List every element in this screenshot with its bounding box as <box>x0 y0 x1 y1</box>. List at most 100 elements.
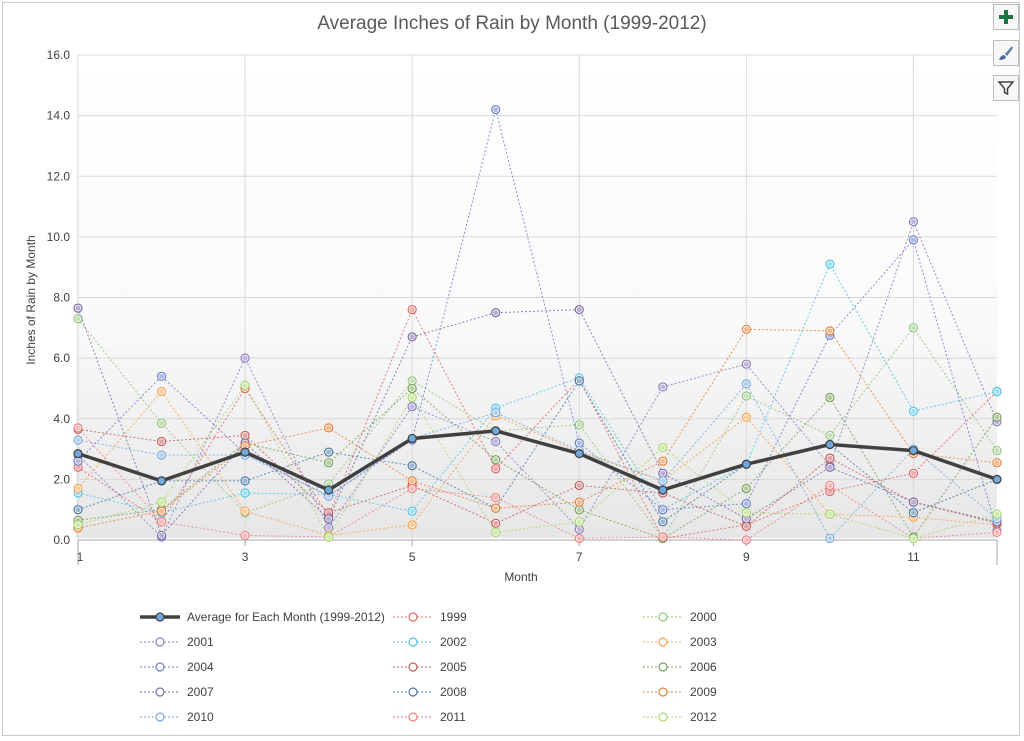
y-tick-label: 8.0 <box>53 291 70 305</box>
series-line <box>77 384 998 539</box>
series-line <box>77 390 998 536</box>
data-point-fill <box>409 307 415 313</box>
data-point-fill <box>743 393 749 399</box>
data-point-fill <box>576 440 582 446</box>
data-point-fill <box>743 361 749 367</box>
data-point-fill <box>409 485 415 492</box>
legend-swatch-marker <box>155 612 165 622</box>
data-point-fill <box>158 388 165 395</box>
legend-swatch-marker <box>408 612 418 622</box>
x-axis-ticks: 1 3 5 7 9 11 <box>77 550 920 564</box>
data-point-fill <box>827 535 833 542</box>
data-point-fill <box>743 414 749 420</box>
legend-swatch-marker <box>155 712 165 722</box>
legend-item: 2000 <box>643 610 717 624</box>
data-point-fill <box>75 485 81 492</box>
data-point-fill <box>326 425 332 431</box>
plot-area <box>76 53 997 538</box>
data-point-fill <box>242 432 248 439</box>
data-point-fill <box>827 488 833 495</box>
data-point-fill <box>409 463 415 469</box>
data-point-fill <box>660 519 666 525</box>
data-point-fill <box>493 438 499 445</box>
data-point-fill <box>576 519 582 525</box>
legend-swatch-marker <box>155 637 165 647</box>
legend-item: 2009 <box>643 685 717 699</box>
add-chart-element-button[interactable] <box>993 4 1019 30</box>
y-tick-label: 2.0 <box>53 472 70 486</box>
data-point-fill <box>158 452 165 458</box>
legend-label: 2012 <box>690 710 717 724</box>
data-point-fill <box>576 422 582 428</box>
series-average <box>73 426 1002 495</box>
legend-label: 2011 <box>440 710 466 724</box>
legend-item: 2008 <box>393 685 467 699</box>
data-point-fill <box>493 106 499 113</box>
data-point-fill <box>326 525 332 531</box>
series-line <box>77 427 998 541</box>
y-tick-label: 4.0 <box>53 412 70 426</box>
legend-label: 2008 <box>440 685 467 699</box>
data-point-fill <box>75 316 81 322</box>
x-tick-label: 7 <box>576 550 583 564</box>
data-point <box>407 433 417 444</box>
data-point-fill <box>660 534 666 540</box>
legend-item: 2012 <box>643 710 717 724</box>
series-line <box>77 380 998 523</box>
data-point-fill <box>409 334 415 340</box>
legend-item: 2011 <box>393 710 466 724</box>
legend-item: 2003 <box>643 635 717 649</box>
x-tick-label: 9 <box>743 550 750 564</box>
data-point-fill <box>242 382 248 389</box>
data-point-fill <box>158 420 165 426</box>
data-point-fill <box>493 505 499 511</box>
data-point-fill <box>743 516 749 522</box>
data-point-fill <box>493 410 499 416</box>
paintbrush-icon <box>999 46 1013 60</box>
legend-label: 2007 <box>187 685 214 699</box>
legend-swatch-marker <box>658 612 668 622</box>
legend-label: 2009 <box>690 685 717 699</box>
data-point-fill <box>910 237 917 243</box>
legend-label: 2005 <box>440 660 467 674</box>
data-point-fill <box>158 438 165 445</box>
data-point-fill <box>326 460 332 466</box>
data-point-fill <box>158 519 165 525</box>
data-point-fill <box>660 470 666 476</box>
funnel-icon <box>997 81 1015 96</box>
chart-title: Average Inches of Rain by Month (1999-20… <box>317 13 706 34</box>
legend-swatch-marker <box>658 712 668 722</box>
y-tick-label: 14.0 <box>47 109 71 123</box>
data-point-fill <box>493 466 499 472</box>
legend-label: 2003 <box>690 635 717 649</box>
data-point <box>156 476 167 486</box>
chart-filters-button[interactable] <box>993 75 1019 101</box>
y-tick-label: 12.0 <box>47 169 71 183</box>
legend-swatch-marker <box>658 637 668 647</box>
data-point-fill <box>910 535 917 542</box>
chart-styles-button[interactable] <box>993 40 1019 66</box>
data-point-fill <box>660 458 666 464</box>
series-line <box>77 309 998 539</box>
legend-label: 2002 <box>440 635 467 649</box>
legend-label: 2004 <box>187 660 214 674</box>
data-point-fill <box>576 307 582 313</box>
data-point-fill <box>576 535 582 542</box>
data-point-fill <box>994 460 1000 466</box>
data-point <box>658 485 668 495</box>
data-point-fill <box>326 493 332 499</box>
data-point-fill <box>242 355 248 361</box>
y-tick-label: 16.0 <box>47 48 71 62</box>
data-point-fill <box>743 537 749 543</box>
data-point-fill <box>576 499 582 505</box>
data-point-fill <box>75 458 81 464</box>
legend-item: 2005 <box>393 660 467 674</box>
legend-label: Average for Each Month (1999-2012) <box>187 610 385 624</box>
data-point-fill <box>326 449 332 455</box>
data-point-fill <box>743 501 749 507</box>
series-2012 <box>73 380 1002 544</box>
data-point-fill <box>660 444 666 451</box>
data-point-fill <box>75 437 81 443</box>
legend-label: 2001 <box>187 635 214 649</box>
